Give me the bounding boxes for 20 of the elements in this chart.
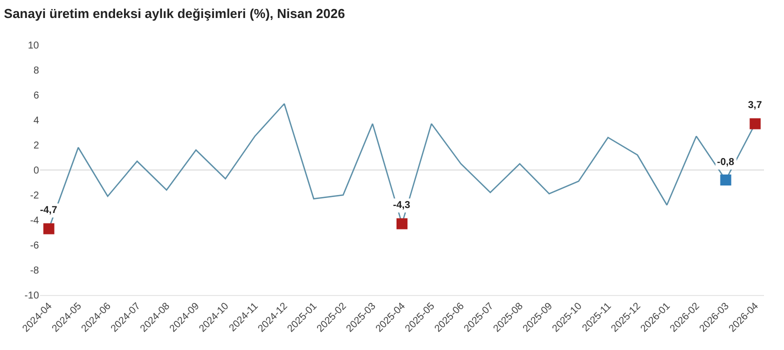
- point: [720, 174, 732, 186]
- y-tick-label: 8: [33, 66, 40, 76]
- data-label: -0,8: [717, 157, 735, 168]
- point: [43, 223, 54, 234]
- y-tick-label: -10: [24, 290, 40, 302]
- data-label: -4,3: [393, 200, 411, 211]
- y-tick-label: -8: [30, 266, 40, 276]
- y-tick-label: 0: [33, 166, 40, 176]
- data-label: 3,7: [748, 100, 762, 111]
- chart-title: Sanayi üretim endeksi aylık değişimleri (%), Nisan 2026: [4, 6, 345, 21]
- point: [396, 218, 408, 230]
- y-tick-label: -2: [30, 190, 40, 202]
- y-tick-label: 2: [33, 140, 40, 152]
- y-tick-label: -4: [30, 216, 40, 226]
- data-label: -4,7: [40, 205, 58, 216]
- y-tick-label: 6: [33, 90, 40, 102]
- y-tick-label: -6: [30, 240, 40, 252]
- y-tick-label: 10: [28, 40, 40, 52]
- point: [750, 118, 761, 130]
- y-tick-label: 4: [33, 116, 40, 126]
